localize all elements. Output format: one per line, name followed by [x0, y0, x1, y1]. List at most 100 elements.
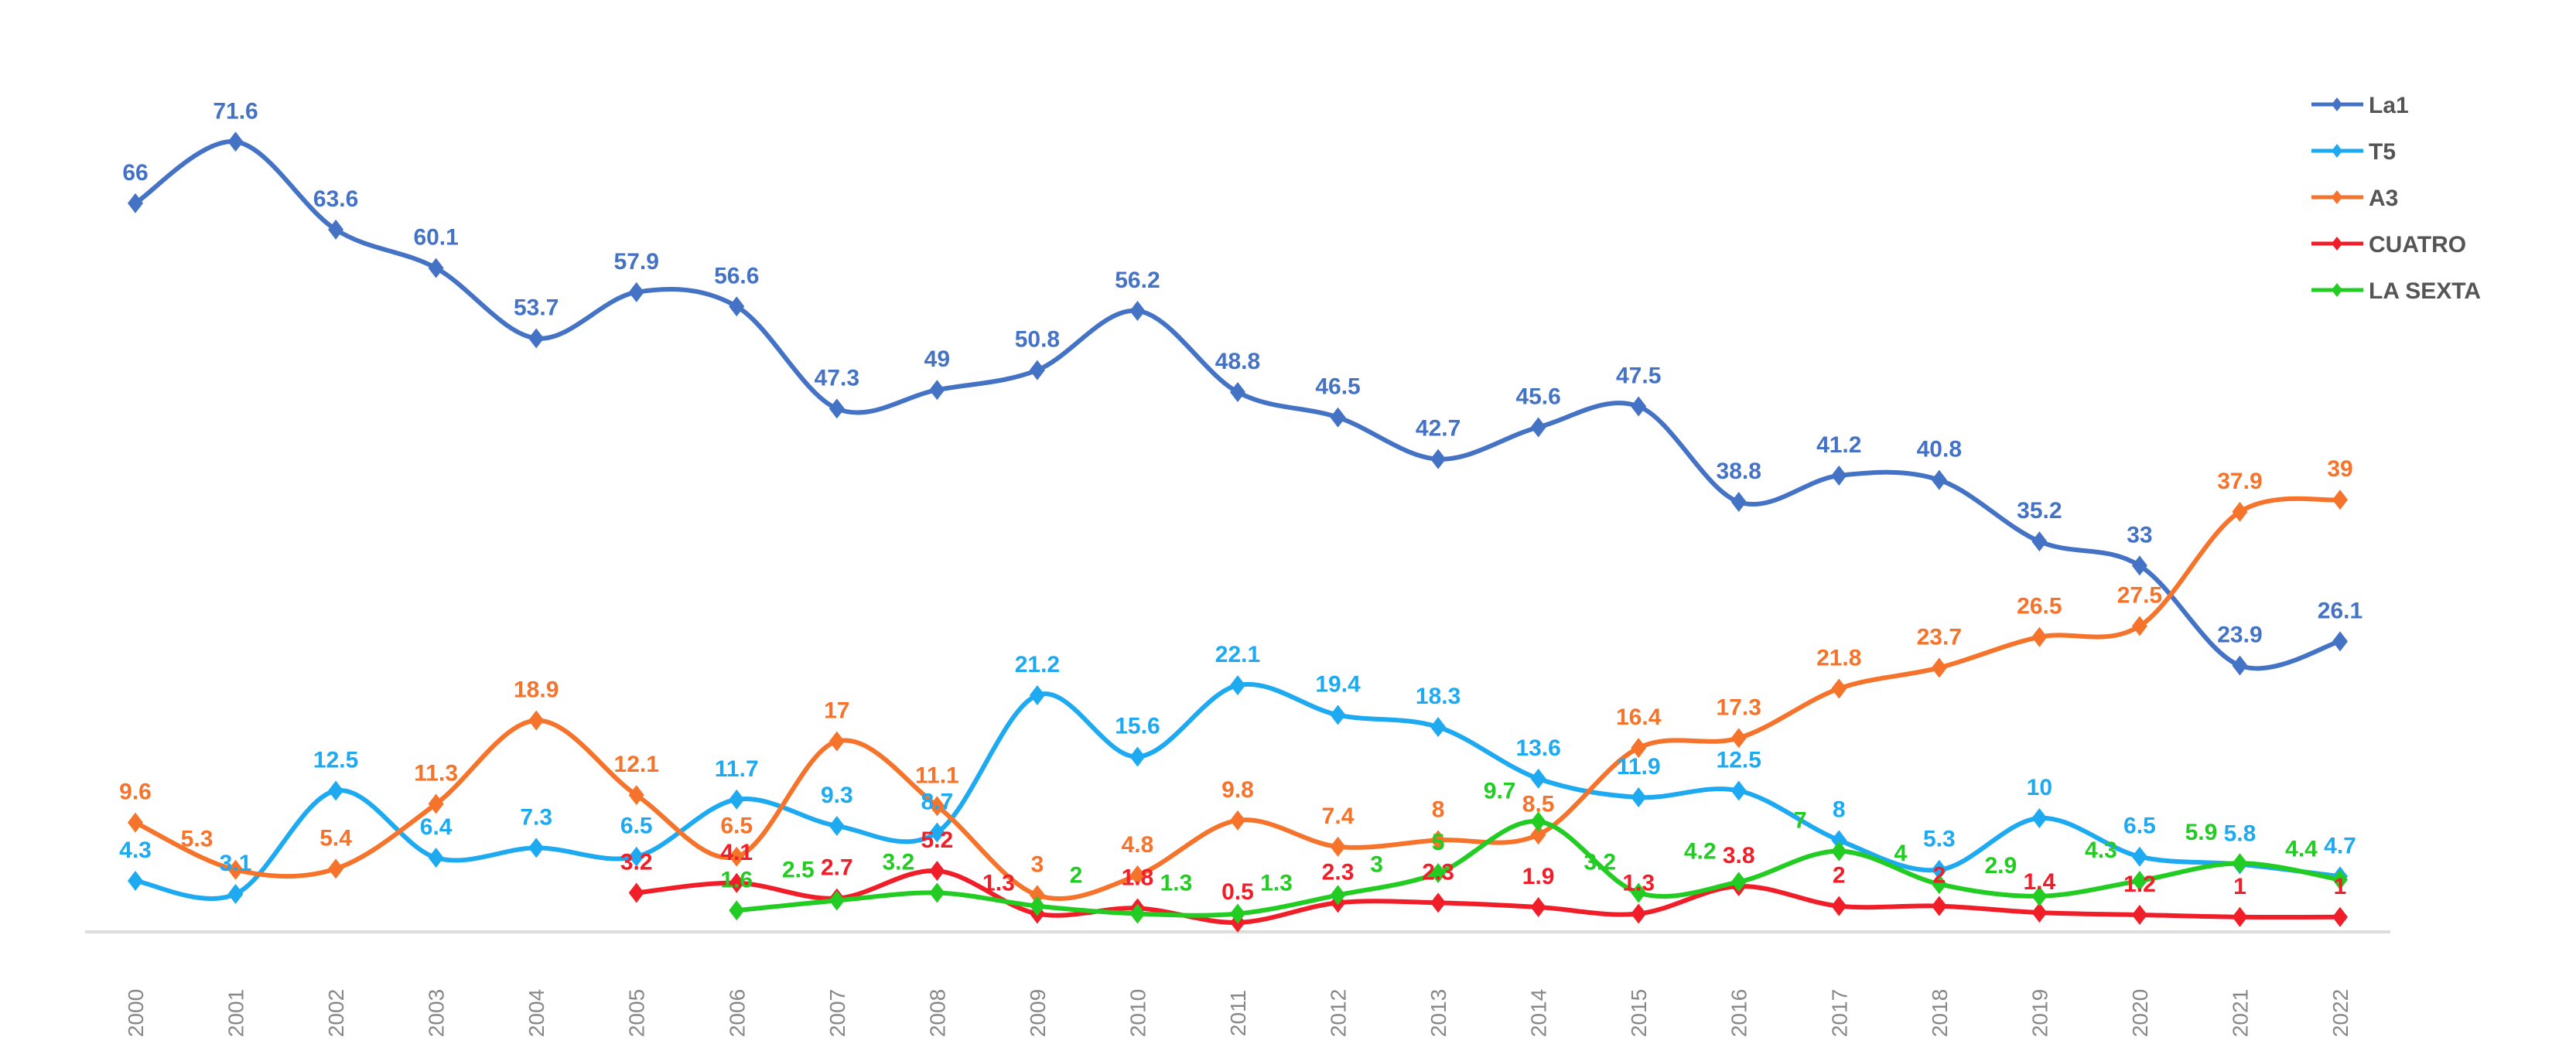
x-tick-label: 2007 — [825, 989, 849, 1037]
data-label-cuatro: 3.8 — [1723, 843, 1755, 868]
data-point-a3 — [729, 846, 745, 867]
legend-label-t5: T5 — [2369, 139, 2396, 165]
legend-marker-la-sexta — [2332, 283, 2342, 297]
data-point-cuatro — [1530, 897, 1546, 918]
data-label-la1: 66 — [122, 160, 148, 186]
data-label-t5: 6.4 — [420, 814, 453, 840]
data-label-a3: 21.8 — [1816, 645, 1861, 670]
data-label-cuatro: 3.2 — [620, 850, 653, 875]
data-point-t5 — [428, 848, 444, 868]
data-point-la1 — [128, 193, 143, 213]
data-point-la1 — [227, 131, 244, 152]
data-label-a3: 11.1 — [915, 763, 959, 788]
data-label-a3: 17 — [824, 698, 849, 724]
data-label-la-sexta: 5.9 — [2185, 820, 2218, 845]
data-point-la-sexta — [1430, 863, 1447, 883]
data-point-la-sexta — [929, 882, 945, 903]
data-label-la-sexta: 5 — [1432, 830, 1445, 855]
data-label-la-sexta: 3.2 — [883, 850, 915, 875]
x-tick-label: 2002 — [324, 989, 348, 1037]
data-point-t5 — [1430, 717, 1447, 738]
data-label-la1: 71.6 — [213, 98, 258, 124]
data-point-a3 — [428, 793, 444, 814]
data-label-la-sexta: 2.5 — [782, 858, 815, 883]
x-tick-label: 2016 — [1727, 989, 1751, 1037]
x-tick-label: 2008 — [925, 989, 949, 1037]
data-point-la-sexta — [1330, 885, 1346, 906]
data-point-la-sexta — [1129, 903, 1146, 924]
data-point-cuatro — [729, 872, 745, 893]
data-point-a3 — [227, 859, 244, 880]
legend-marker-la1 — [2332, 97, 2342, 111]
data-label-a3: 5.3 — [181, 827, 214, 852]
legend-label-a3: A3 — [2369, 186, 2398, 211]
data-label-t5: 6.5 — [2123, 814, 2156, 839]
x-tick-label: 2017 — [1827, 989, 1851, 1037]
data-point-la1 — [2232, 655, 2248, 676]
data-point-a3 — [1530, 824, 1546, 845]
data-point-a3 — [828, 731, 845, 752]
data-point-a3 — [328, 858, 344, 879]
data-point-la1 — [528, 328, 545, 349]
data-point-a3 — [929, 796, 945, 817]
data-label-t5: 21.2 — [1015, 652, 1060, 677]
data-label-cuatro: 1.2 — [2123, 872, 2156, 897]
x-tick-label: 2022 — [2328, 989, 2352, 1037]
data-point-la1 — [1730, 492, 1747, 513]
data-label-a3: 5.4 — [319, 825, 352, 851]
data-label-t5: 22.1 — [1215, 642, 1260, 667]
data-point-la1 — [1631, 396, 1647, 417]
data-point-t5 — [929, 822, 945, 843]
data-point-cuatro — [1831, 896, 1847, 916]
data-point-la-sexta — [2232, 853, 2248, 874]
data-point-cuatro — [1631, 903, 1647, 924]
data-point-la-sexta — [2131, 870, 2147, 891]
data-point-cuatro — [2332, 906, 2348, 927]
data-point-la1 — [729, 296, 745, 317]
data-label-t5: 15.6 — [1115, 713, 1160, 739]
data-label-la-sexta: 1.3 — [1160, 871, 1193, 896]
data-label-la1: 42.7 — [1416, 416, 1461, 442]
data-point-la1 — [628, 281, 644, 302]
data-label-la-sexta: 4.2 — [1684, 838, 1717, 864]
data-point-t5 — [1129, 746, 1146, 767]
data-point-la-sexta — [1931, 874, 1947, 895]
data-label-t5: 11.9 — [1617, 754, 1661, 780]
data-label-t5: 18.3 — [1416, 684, 1461, 709]
data-label-la1: 60.1 — [413, 225, 458, 251]
legend-marker-t5 — [2332, 144, 2342, 158]
x-tick-label: 2014 — [1527, 989, 1551, 1037]
legend-marker-cuatro — [2332, 237, 2342, 251]
data-label-a3: 9.8 — [1221, 777, 1254, 803]
data-label-t5: 12.5 — [313, 748, 358, 773]
data-label-t5: 3.1 — [220, 851, 252, 876]
data-point-a3 — [1230, 810, 1245, 831]
data-label-t5: 5.3 — [1923, 827, 1956, 852]
data-label-a3: 26.5 — [2017, 594, 2062, 619]
data-point-cuatro — [2232, 906, 2248, 927]
data-point-la1 — [929, 380, 945, 401]
series-line-la1 — [134, 139, 2341, 671]
data-label-la1: 56.6 — [714, 263, 759, 288]
data-point-la1 — [2131, 555, 2147, 576]
data-label-a3: 23.7 — [1917, 624, 1962, 650]
x-tick-label: 2019 — [2028, 989, 2052, 1037]
data-point-cuatro — [2131, 904, 2147, 925]
data-point-t5 — [729, 789, 745, 810]
data-point-cuatro — [1430, 892, 1447, 913]
series-line-a3 — [134, 496, 2341, 901]
data-point-la1 — [328, 219, 344, 240]
x-tick-label: 2020 — [2128, 989, 2152, 1037]
x-tick-label: 2015 — [1627, 989, 1651, 1037]
data-label-la1: 47.3 — [815, 365, 859, 391]
data-point-a3 — [2031, 626, 2048, 647]
data-point-t5 — [227, 883, 244, 904]
data-label-la1: 50.8 — [1015, 327, 1060, 353]
data-point-t5 — [2131, 846, 2147, 867]
data-point-cuatro — [1931, 896, 1947, 916]
x-tick-label: 2005 — [625, 989, 649, 1037]
data-label-cuatro: 2 — [1932, 863, 1946, 889]
data-label-a3: 12.1 — [614, 752, 659, 777]
data-point-t5 — [1931, 859, 1947, 880]
data-label-la-sexta: 4.3 — [2085, 838, 2117, 863]
